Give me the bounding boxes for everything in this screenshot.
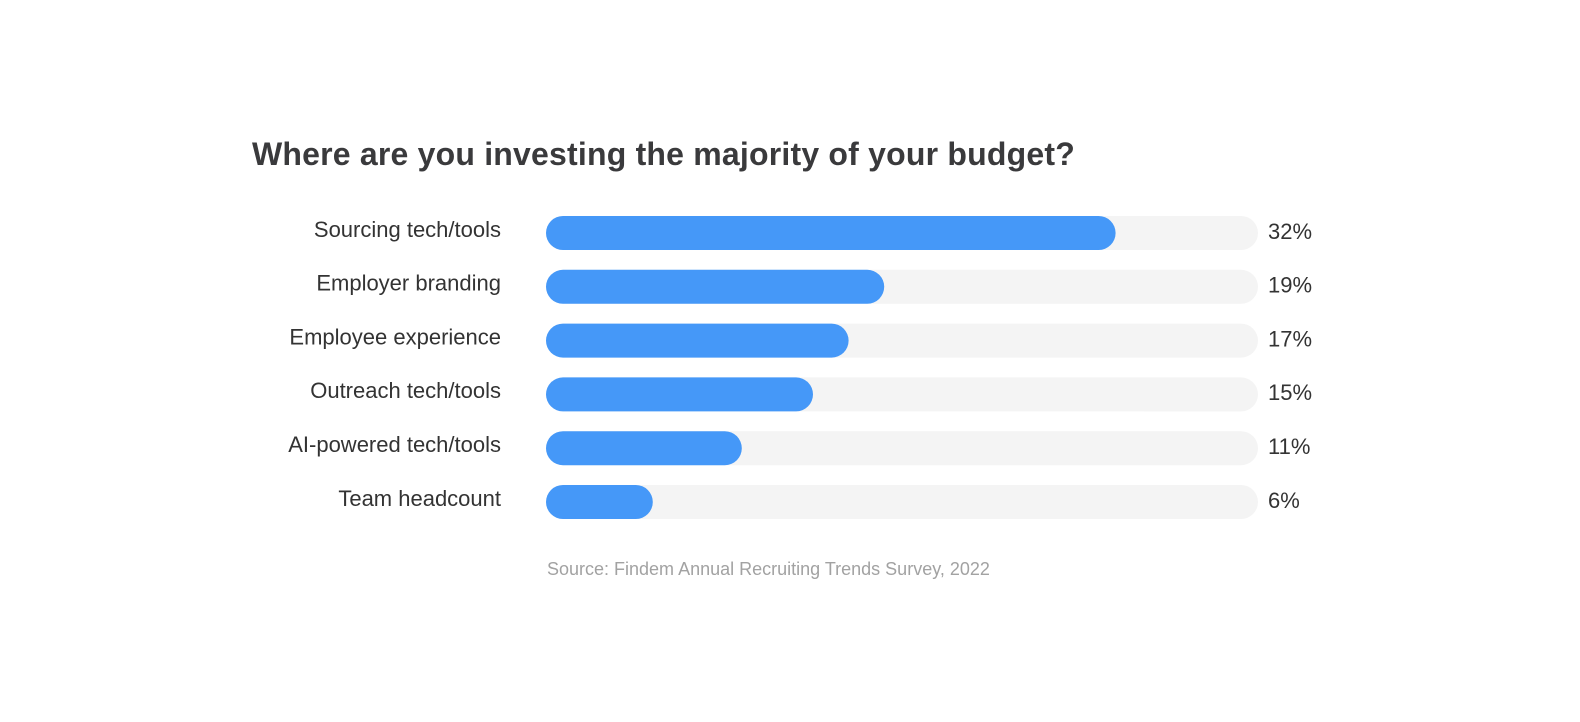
category-label: AI-powered tech/tools bbox=[288, 432, 501, 457]
bar bbox=[546, 485, 653, 519]
category-label: Sourcing tech/tools bbox=[314, 217, 501, 242]
bar bbox=[546, 269, 885, 304]
value-label: 6% bbox=[1268, 488, 1300, 513]
category-label: Employer branding bbox=[316, 271, 501, 296]
value-label: 15% bbox=[1268, 380, 1312, 405]
category-label: Outreach tech/tools bbox=[310, 378, 501, 403]
bar bbox=[546, 377, 813, 412]
bar bbox=[546, 216, 1116, 250]
category-label: Employee experience bbox=[289, 324, 501, 349]
bar bbox=[546, 323, 849, 358]
bar bbox=[546, 431, 742, 466]
value-label: 17% bbox=[1268, 326, 1312, 351]
source-note: Source: Findem Annual Recruiting Trends … bbox=[547, 559, 990, 579]
value-label: 11% bbox=[1268, 434, 1310, 459]
value-label: 32% bbox=[1268, 219, 1312, 244]
chart-title: Where are you investing the majority of … bbox=[252, 136, 1075, 172]
bar-track bbox=[546, 485, 1258, 519]
value-label: 19% bbox=[1268, 273, 1312, 298]
category-label: Team headcount bbox=[338, 486, 501, 511]
